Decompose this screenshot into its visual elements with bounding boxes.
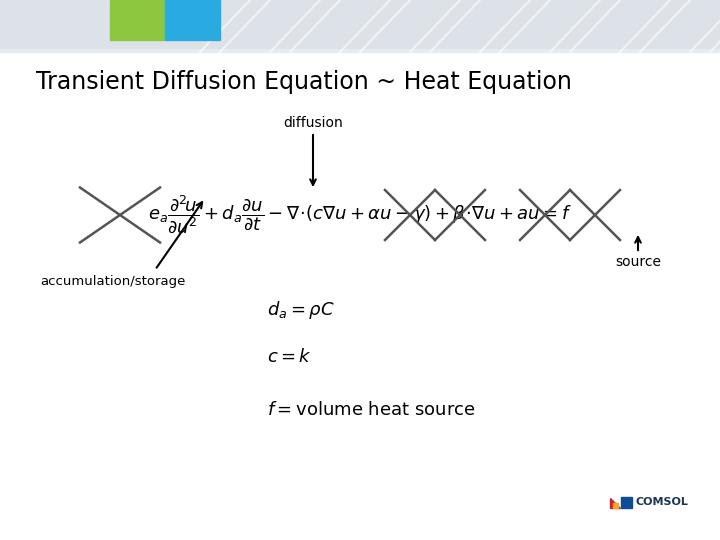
Text: $c = k$: $c = k$ bbox=[267, 348, 312, 366]
Text: $d_a = \rho C$: $d_a = \rho C$ bbox=[267, 299, 335, 321]
Text: COMSOL: COMSOL bbox=[636, 497, 689, 507]
Polygon shape bbox=[610, 498, 620, 508]
Text: Transient Diffusion Equation ~ Heat Equation: Transient Diffusion Equation ~ Heat Equa… bbox=[36, 70, 572, 94]
Text: accumulation/storage: accumulation/storage bbox=[40, 275, 185, 288]
Text: source: source bbox=[615, 255, 661, 269]
Text: diffusion: diffusion bbox=[283, 116, 343, 130]
Text: $e_a\dfrac{\partial^2\! u}{\partial u^2}+d_a\dfrac{\partial u}{\partial t}-\nabl: $e_a\dfrac{\partial^2\! u}{\partial u^2}… bbox=[148, 194, 572, 236]
Bar bbox=[0, 0, 720, 48]
Bar bbox=[110, 0, 165, 40]
Bar bbox=[165, 0, 220, 40]
Bar bbox=[613, 503, 618, 508]
Bar bbox=[0, 0, 720, 52]
Text: $f = \mathrm{volume\ heat\ source}$: $f = \mathrm{volume\ heat\ source}$ bbox=[267, 401, 476, 419]
Bar bbox=[621, 497, 632, 508]
